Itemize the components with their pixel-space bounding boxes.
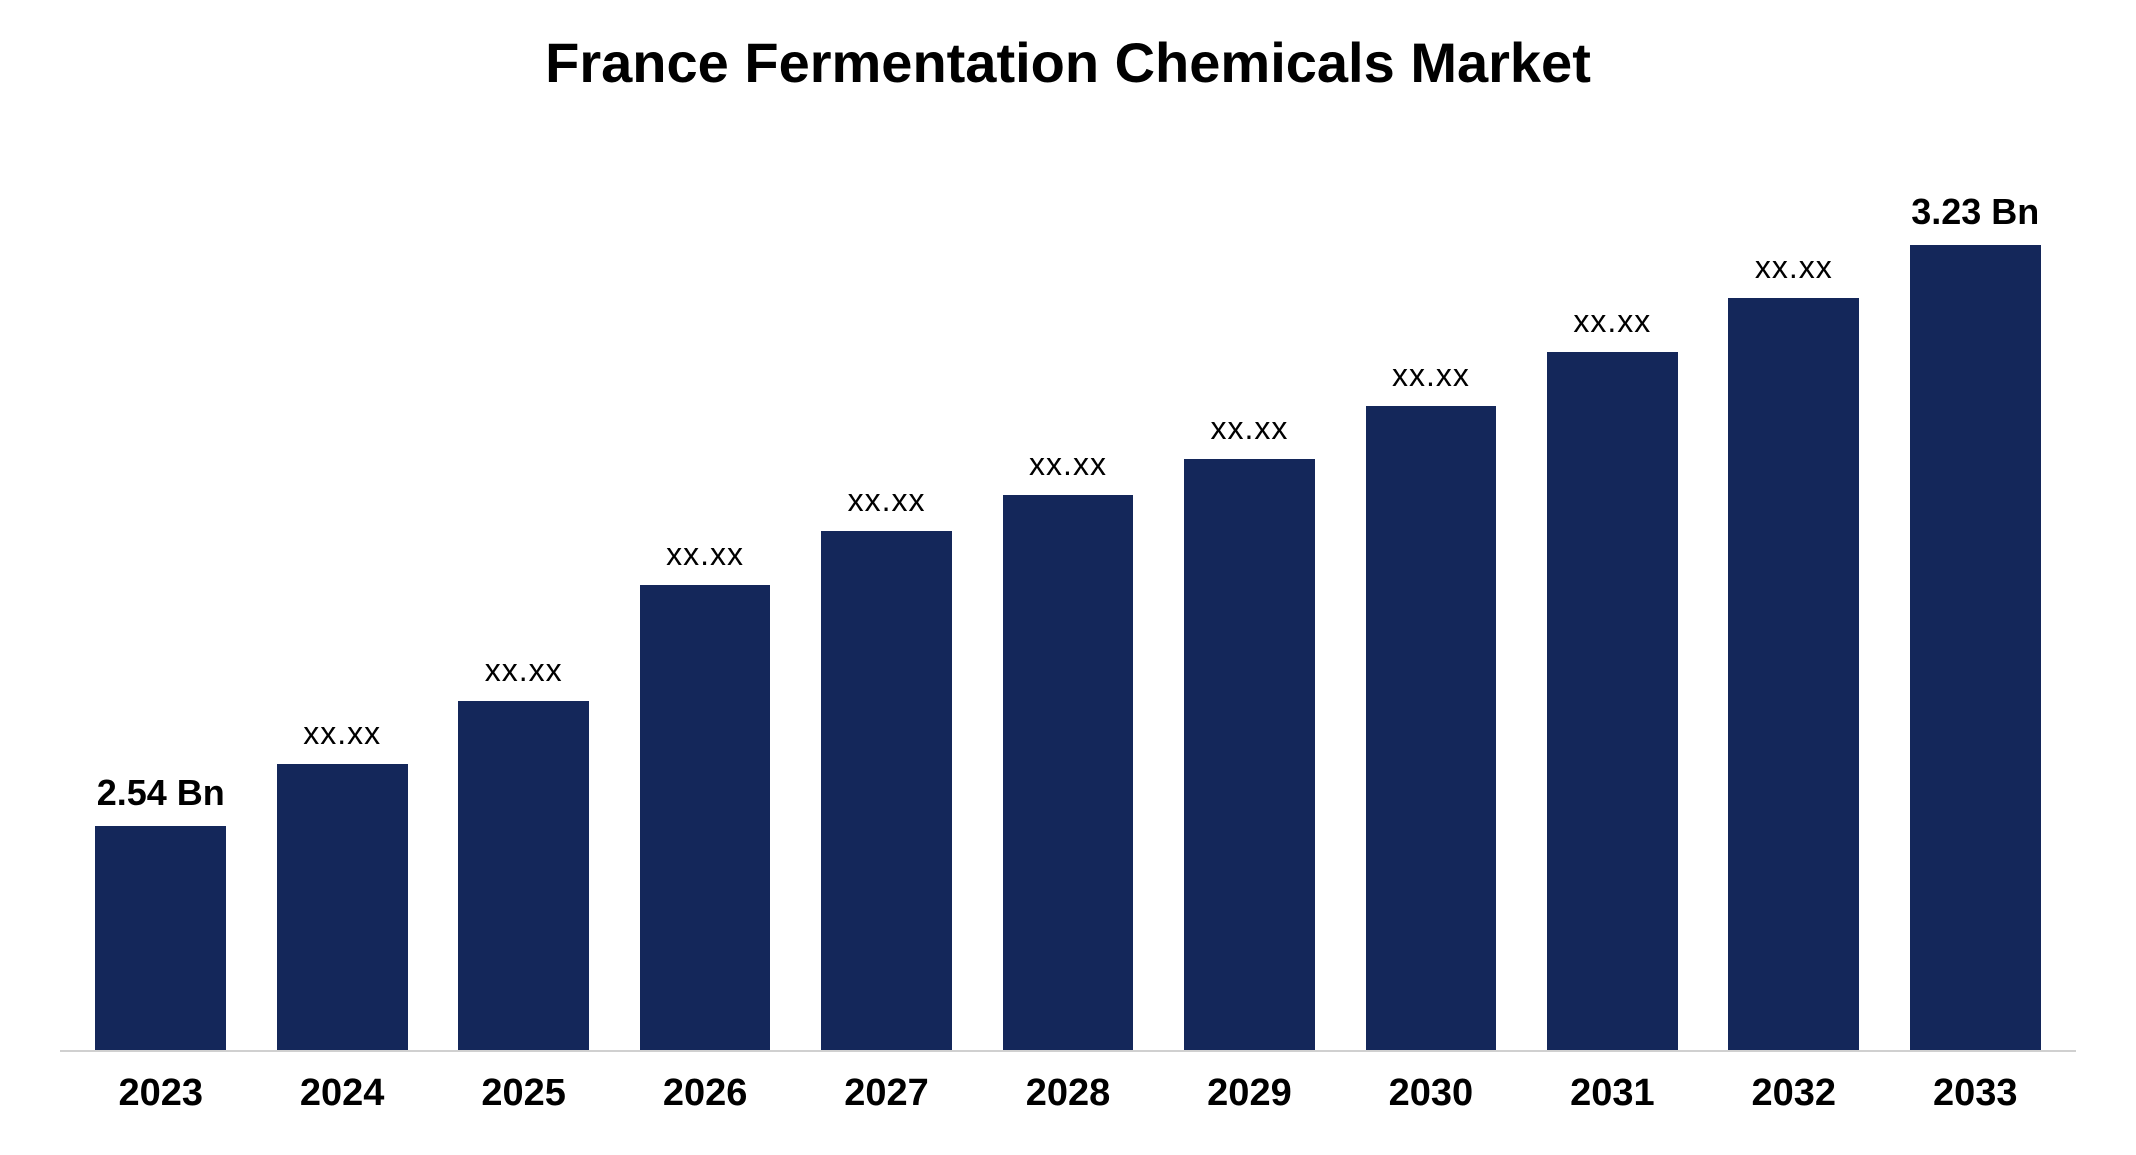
bar <box>1910 245 2041 1051</box>
bar <box>1366 406 1497 1050</box>
bar-data-label: xx.xx <box>1755 249 1833 286</box>
bar <box>1184 459 1315 1050</box>
bar-group: xx.xx <box>251 155 432 1050</box>
bar-group: xx.xx <box>614 155 795 1050</box>
x-axis-tick: 2025 <box>433 1072 614 1115</box>
bar-data-label: xx.xx <box>485 652 563 689</box>
x-axis-tick: 2023 <box>70 1072 251 1115</box>
bar-group: xx.xx <box>1340 155 1521 1050</box>
bar <box>1003 495 1134 1050</box>
chart-container: France Fermentation Chemicals Market 2.5… <box>0 0 2136 1155</box>
x-axis-tick: 2030 <box>1340 1072 1521 1115</box>
x-axis-tick: 2028 <box>977 1072 1158 1115</box>
bar-data-label: xx.xx <box>1392 357 1470 394</box>
x-axis-tick: 2024 <box>251 1072 432 1115</box>
x-axis-tick: 2032 <box>1703 1072 1884 1115</box>
bar <box>95 826 226 1050</box>
bar-group: xx.xx <box>1703 155 1884 1050</box>
bar <box>458 701 589 1050</box>
x-axis-tick: 2031 <box>1522 1072 1703 1115</box>
bar-data-label: xx.xx <box>1211 410 1289 447</box>
bar-data-label: xx.xx <box>1029 446 1107 483</box>
bar-data-label: xx.xx <box>848 482 926 519</box>
bar-data-label: xx.xx <box>1573 303 1651 340</box>
x-axis-tick: 2026 <box>614 1072 795 1115</box>
bar-group: 3.23 Bn <box>1885 155 2066 1050</box>
x-axis-tick: 2029 <box>1159 1072 1340 1115</box>
bar <box>277 764 408 1050</box>
bar-group: xx.xx <box>1159 155 1340 1050</box>
bar-group: xx.xx <box>433 155 614 1050</box>
bar <box>1728 298 1859 1050</box>
bar-group: 2.54 Bn <box>70 155 251 1050</box>
bar-data-label: xx.xx <box>666 536 744 573</box>
bar <box>640 585 771 1050</box>
bar-data-label: 2.54 Bn <box>97 772 225 814</box>
bar <box>1547 352 1678 1050</box>
plot-area: 2.54 Bn xx.xx xx.xx xx.xx xx.xx xx.xx xx… <box>60 155 2076 1052</box>
x-axis-tick: 2027 <box>796 1072 977 1115</box>
bar-group: xx.xx <box>1522 155 1703 1050</box>
x-axis: 2023 2024 2025 2026 2027 2028 2029 2030 … <box>60 1052 2076 1115</box>
bar-group: xx.xx <box>796 155 977 1050</box>
chart-title: France Fermentation Chemicals Market <box>60 30 2076 95</box>
bar-data-label: xx.xx <box>303 715 381 752</box>
x-axis-tick: 2033 <box>1885 1072 2066 1115</box>
bar-data-label: 3.23 Bn <box>1911 191 2039 233</box>
bar-group: xx.xx <box>977 155 1158 1050</box>
bar <box>821 531 952 1050</box>
